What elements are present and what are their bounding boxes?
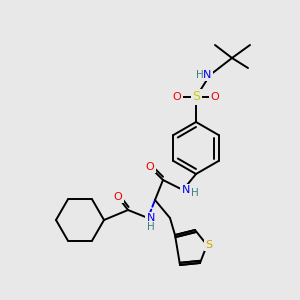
Text: H: H: [196, 70, 204, 80]
Text: O: O: [146, 162, 154, 172]
Text: N: N: [203, 70, 211, 80]
Text: H: H: [191, 188, 199, 198]
Text: O: O: [211, 92, 219, 102]
Text: N: N: [182, 185, 190, 195]
Text: S: S: [192, 91, 200, 103]
Text: O: O: [172, 92, 182, 102]
Text: O: O: [114, 192, 122, 202]
Text: H: H: [147, 222, 155, 232]
Text: N: N: [147, 213, 155, 223]
Text: S: S: [206, 240, 213, 250]
